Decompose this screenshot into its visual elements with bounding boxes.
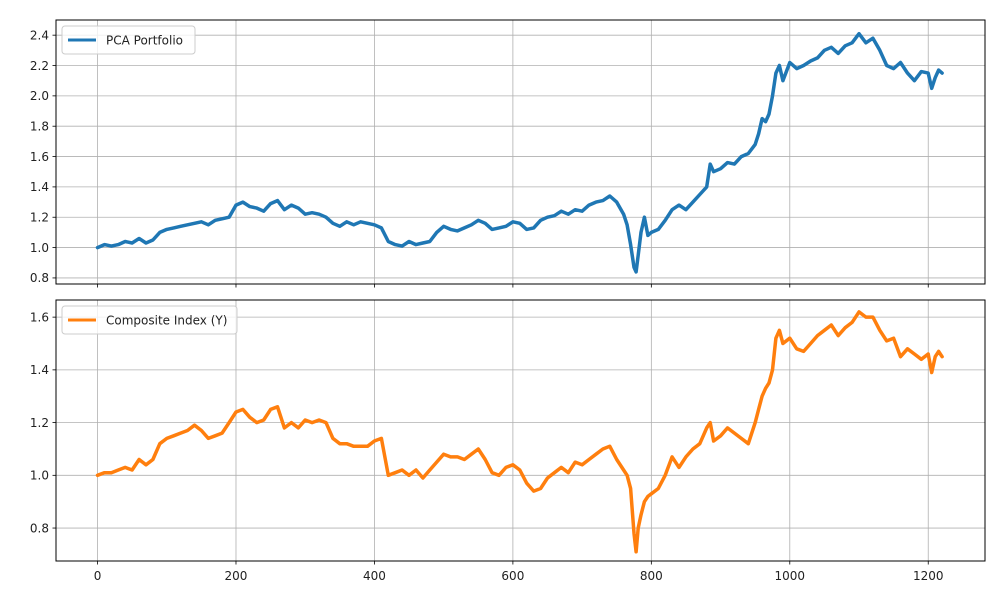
bottom-ytick-label: 1.0 xyxy=(30,469,49,483)
bottom-ytick-label: 1.2 xyxy=(30,416,49,430)
top-ytick-label: 0.8 xyxy=(30,271,49,285)
top-x-ticks xyxy=(97,284,929,288)
top-ytick-label: 1.4 xyxy=(30,180,49,194)
bottom-xtick-label: 200 xyxy=(225,569,248,583)
top-ytick-label: 1.2 xyxy=(30,211,49,225)
bottom-xtick-label: 600 xyxy=(501,569,524,583)
top-ytick-label: 1.0 xyxy=(30,241,49,255)
top-ytick-label: 2.0 xyxy=(30,89,49,103)
bottom-axes: 0.8 1.0 1.2 1.4 1.6 0 200 400 600 800 1000 1200 Co… xyxy=(30,299,986,583)
top-ytick-label: 1.8 xyxy=(30,120,49,134)
top-series-line xyxy=(95,31,944,274)
bottom-xtick-label: 0 xyxy=(94,569,102,583)
bottom-legend-box xyxy=(61,305,238,335)
top-axes: 0.8 1.0 1.2 1.4 1.6 1.8 2.0 2.2 2.4 PCA Portfoli… xyxy=(30,19,986,288)
bottom-series-line xyxy=(95,310,944,554)
top-axes-frame xyxy=(55,19,986,285)
bottom-ytick-label: 0.8 xyxy=(30,521,49,535)
bottom-legend: Composite Index (Y) xyxy=(61,305,238,335)
top-ytick-label: 1.6 xyxy=(30,150,49,164)
bottom-ytick-label: 1.4 xyxy=(30,363,49,377)
bottom-xtick-label: 800 xyxy=(640,569,663,583)
bottom-ytick-label: 1.6 xyxy=(30,310,49,324)
top-y-ticks: 0.8 1.0 1.2 1.4 1.6 1.8 2.0 2.2 2.4 xyxy=(30,28,56,285)
bottom-y-ticks: 0.8 1.0 1.2 1.4 1.6 xyxy=(30,310,56,535)
top-legend-label: PCA Portfolio xyxy=(106,34,183,48)
top-ytick-label: 2.4 xyxy=(30,28,49,42)
bottom-axes-frame xyxy=(55,299,986,562)
bottom-series-layer xyxy=(95,310,944,554)
top-legend-box xyxy=(61,25,196,55)
top-series-layer xyxy=(95,31,944,274)
bottom-x-ticks: 0 200 400 600 800 1000 1200 xyxy=(94,561,944,583)
top-legend: PCA Portfolio xyxy=(61,25,196,55)
top-ytick-label: 2.2 xyxy=(30,59,49,73)
bottom-xtick-label: 1200 xyxy=(913,569,944,583)
bottom-xtick-label: 1000 xyxy=(775,569,806,583)
bottom-xtick-label: 400 xyxy=(363,569,386,583)
bottom-legend-label: Composite Index (Y) xyxy=(106,314,227,328)
top-grid xyxy=(56,20,985,284)
